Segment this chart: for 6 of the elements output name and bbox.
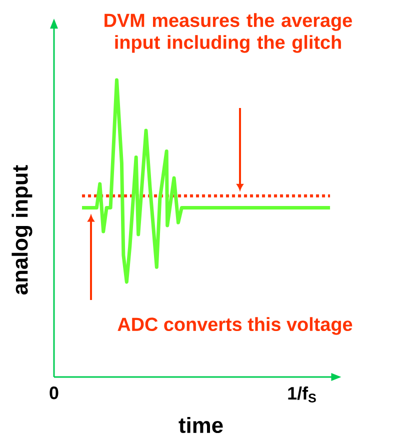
- text: DVM measures the average input including the glitch: [104, 13, 352, 53]
- x-tick-label: 0: [50, 386, 58, 400]
- x-axis-title: time: [178, 416, 223, 434]
- annotation: ADC converts this voltage: [118, 317, 352, 335]
- x-tick-label: 1/f$_{S}$: [288, 386, 316, 402]
- y-axis-title: analog input: [12, 165, 32, 294]
